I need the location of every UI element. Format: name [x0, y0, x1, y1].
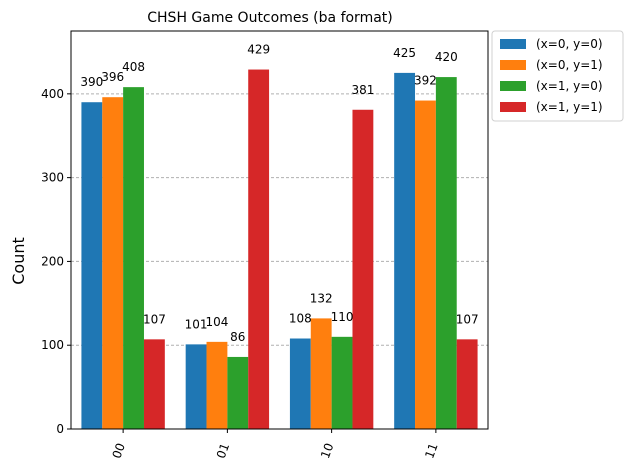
bar-value-label: 108: [289, 312, 312, 326]
bar: [227, 356, 249, 429]
y-tick-label: 200: [41, 254, 64, 268]
bar-value-label: 420: [435, 50, 458, 64]
x-tick-label: 11: [422, 441, 440, 460]
legend: (x=0, y=0) (x=0, y=1) (x=1, y=0) (x=1, y=1): [491, 30, 624, 122]
bar: [394, 72, 416, 429]
x-tick-label: 00: [110, 441, 128, 460]
y-tick-label: 300: [41, 171, 64, 185]
bar-value-label: 408: [122, 60, 145, 74]
legend-swatch: [500, 39, 526, 49]
bar-value-label: 392: [414, 74, 437, 88]
bar-labels: 390 101 108 425 396 104 132 392 408 86 110 420 107 42…: [80, 43, 478, 344]
bar-value-label: 107: [456, 312, 479, 326]
bar: [331, 336, 353, 429]
bar: [185, 344, 207, 429]
bar-value-label: 107: [143, 312, 166, 326]
bar-value-label: 390: [80, 75, 103, 89]
bar-value-label: 86: [230, 330, 245, 344]
bar: [123, 87, 144, 429]
legend-swatch: [500, 60, 526, 70]
y-tick-label: 0: [56, 422, 64, 436]
bar: [310, 318, 332, 429]
plot-frame: [70, 30, 489, 430]
bar-value-label: 381: [351, 83, 374, 97]
bar: [81, 102, 103, 429]
bar: [415, 100, 436, 430]
bar: [143, 339, 165, 429]
bar-value-label: 429: [247, 43, 270, 57]
y-axis: 0 100 200 300 400: [41, 87, 71, 436]
legend-box: [491, 30, 624, 122]
x-axis: 00 01 10 11: [110, 429, 441, 460]
legend-entry-label: (x=1, y=0): [536, 79, 603, 93]
y-axis-label: Count: [9, 237, 28, 285]
legend-swatch: [500, 102, 526, 112]
legend-entry-label: (x=0, y=0): [536, 37, 603, 51]
legend-entry-label: (x=0, y=1): [536, 58, 603, 72]
bar: [102, 97, 124, 429]
legend-entry-label: (x=1, y=1): [536, 100, 603, 114]
bar: [435, 77, 457, 429]
x-tick-label: 01: [214, 441, 232, 460]
y-tick-label: 400: [41, 87, 64, 101]
legend-swatch: [500, 81, 526, 91]
bar-value-label: 101: [185, 317, 208, 331]
bar-value-label: 425: [393, 46, 416, 60]
bar-value-label: 132: [310, 291, 333, 305]
bar: [248, 69, 270, 430]
bar: [352, 109, 374, 429]
y-tick-label: 100: [41, 338, 64, 352]
bar: [206, 341, 228, 429]
bar: [289, 338, 311, 429]
bar: [456, 339, 478, 429]
bar-value-label: 110: [331, 310, 354, 324]
bar-value-label: 396: [101, 70, 124, 84]
chart-title: CHSH Game Outcomes (ba format): [147, 10, 393, 26]
x-tick-label: 10: [318, 441, 336, 460]
bars: [81, 69, 478, 430]
bar-value-label: 104: [205, 315, 228, 329]
